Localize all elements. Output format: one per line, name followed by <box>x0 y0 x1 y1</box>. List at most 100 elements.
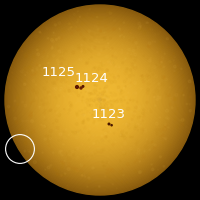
Circle shape <box>69 69 131 131</box>
Circle shape <box>16 16 184 184</box>
Circle shape <box>89 89 111 111</box>
Circle shape <box>81 81 119 119</box>
Circle shape <box>163 127 166 130</box>
Circle shape <box>13 13 187 187</box>
Circle shape <box>128 125 131 127</box>
Circle shape <box>60 87 62 90</box>
Circle shape <box>104 37 106 39</box>
Circle shape <box>99 97 101 98</box>
Circle shape <box>49 130 52 133</box>
Circle shape <box>48 48 152 152</box>
Circle shape <box>22 22 178 178</box>
Circle shape <box>17 17 183 183</box>
Circle shape <box>188 80 191 83</box>
Circle shape <box>147 88 149 91</box>
Circle shape <box>90 90 110 110</box>
Circle shape <box>35 35 37 38</box>
Circle shape <box>18 18 182 182</box>
Circle shape <box>65 64 67 65</box>
Circle shape <box>12 12 188 188</box>
Circle shape <box>57 105 59 107</box>
Circle shape <box>72 72 128 129</box>
Circle shape <box>39 31 41 33</box>
Circle shape <box>78 48 80 49</box>
Circle shape <box>75 75 125 125</box>
Circle shape <box>56 56 144 144</box>
Circle shape <box>68 134 70 136</box>
Circle shape <box>99 100 100 101</box>
Circle shape <box>111 105 113 108</box>
Circle shape <box>28 28 172 172</box>
Circle shape <box>86 86 114 114</box>
Circle shape <box>74 74 126 126</box>
Circle shape <box>126 132 127 134</box>
Circle shape <box>23 23 177 177</box>
Circle shape <box>44 44 156 156</box>
Circle shape <box>99 107 101 108</box>
Circle shape <box>47 37 49 39</box>
Circle shape <box>98 114 100 116</box>
Circle shape <box>106 172 109 175</box>
Circle shape <box>159 96 161 99</box>
Circle shape <box>107 61 109 63</box>
Circle shape <box>54 54 146 146</box>
Circle shape <box>129 69 132 71</box>
Circle shape <box>104 88 105 89</box>
Circle shape <box>20 20 180 180</box>
Circle shape <box>79 79 121 121</box>
Circle shape <box>55 38 57 40</box>
Circle shape <box>100 93 103 96</box>
Circle shape <box>99 98 100 99</box>
Circle shape <box>34 33 166 166</box>
Circle shape <box>87 87 113 113</box>
Circle shape <box>143 109 145 111</box>
Circle shape <box>67 67 133 133</box>
Circle shape <box>23 83 26 86</box>
Circle shape <box>59 63 60 64</box>
Circle shape <box>79 16 80 17</box>
Circle shape <box>59 133 62 136</box>
Circle shape <box>97 94 98 96</box>
Circle shape <box>88 88 112 112</box>
Circle shape <box>94 94 106 106</box>
Circle shape <box>62 62 138 138</box>
Circle shape <box>64 109 65 110</box>
Circle shape <box>66 66 134 134</box>
Circle shape <box>90 98 91 99</box>
Circle shape <box>120 134 121 135</box>
Circle shape <box>85 62 88 64</box>
Circle shape <box>104 81 106 83</box>
Circle shape <box>32 32 168 168</box>
Circle shape <box>60 60 140 140</box>
Circle shape <box>115 76 118 78</box>
Circle shape <box>93 35 95 37</box>
Text: 1123: 1123 <box>92 108 126 121</box>
Circle shape <box>73 73 127 127</box>
Circle shape <box>80 80 120 120</box>
Circle shape <box>52 81 55 84</box>
Circle shape <box>87 104 90 106</box>
Circle shape <box>134 106 137 109</box>
Circle shape <box>101 135 103 137</box>
Circle shape <box>122 134 124 137</box>
Circle shape <box>98 105 99 106</box>
Circle shape <box>48 62 49 64</box>
Circle shape <box>83 119 85 121</box>
Circle shape <box>99 100 101 101</box>
Circle shape <box>49 93 50 95</box>
Circle shape <box>25 25 175 175</box>
Circle shape <box>37 37 163 163</box>
Circle shape <box>99 99 101 101</box>
Circle shape <box>122 116 124 118</box>
Circle shape <box>104 136 107 138</box>
Circle shape <box>25 75 26 76</box>
Circle shape <box>19 19 181 181</box>
Circle shape <box>100 105 101 106</box>
Circle shape <box>41 41 159 159</box>
Circle shape <box>105 85 108 88</box>
Circle shape <box>100 108 102 110</box>
Circle shape <box>84 114 85 116</box>
Circle shape <box>45 45 155 155</box>
Circle shape <box>126 107 130 110</box>
Circle shape <box>92 99 95 102</box>
